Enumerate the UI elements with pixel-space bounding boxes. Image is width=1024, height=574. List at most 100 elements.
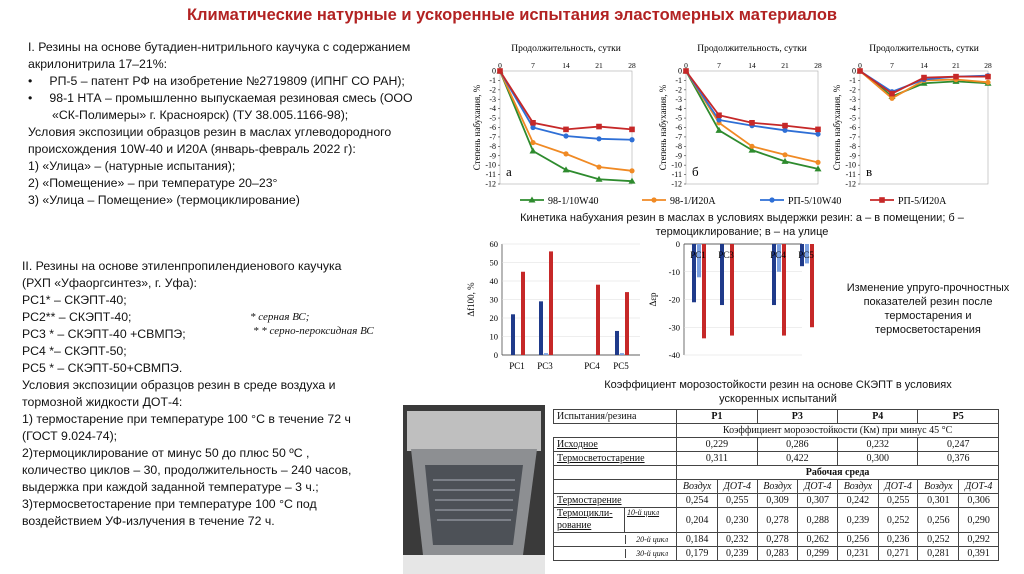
cell: 0,376 (917, 451, 999, 466)
legend-marker (651, 197, 657, 203)
table-caption-1: Коэффициент морозостойкости резин на осн… (604, 379, 952, 391)
legend-label: РП-5/И20А (898, 196, 947, 207)
bullet-dot: • (28, 91, 50, 105)
bars-caption-2: показателей резин после (863, 296, 993, 308)
legend-label: 98-1/И20А (670, 196, 716, 207)
data-point (815, 126, 821, 133)
table-corner: Испытания/резина (552, 409, 678, 424)
env-cell: ДОТ-4 (958, 479, 999, 494)
cell: 0,239 (716, 546, 758, 561)
y-tick-label: -20 (669, 295, 680, 305)
legend-label: 98-1/10W40 (548, 196, 599, 207)
bar (697, 244, 701, 278)
y-axis-label: Степень набухания, % (472, 84, 482, 170)
rubber-pc1: РС1* – СКЭПТ-40; (22, 293, 127, 307)
cell: 0,229 (676, 437, 758, 452)
bar (772, 244, 776, 306)
y-tick-label: -10 (671, 161, 682, 170)
data-point (782, 122, 788, 129)
cell: 0,179 (676, 546, 718, 561)
legend-label: РП-5/10W40 (788, 196, 841, 207)
y-tick-label: 0 (492, 67, 496, 76)
thermocycling-3: выдержка при каждой заданной температуре… (22, 480, 319, 494)
cell: 0,299 (797, 546, 839, 561)
cell: 0,256 (917, 507, 960, 533)
section1-heading-2: акрилонитрила 17–21%: (28, 57, 168, 71)
section1-heading-1: I. Резины на основе бутадиен-нитрильного… (28, 40, 411, 54)
table-row: Исходное 0,229 0,286 0,232 0,247 (552, 437, 999, 452)
data-point (530, 124, 536, 131)
y-tick-label: -10 (485, 161, 496, 170)
data-point (563, 133, 569, 139)
y-tick-label: -9 (849, 151, 856, 160)
bar (777, 244, 781, 272)
x-tick-label: 28 (628, 61, 636, 70)
cell: 0,252 (877, 507, 919, 533)
cell: 0,391 (958, 546, 999, 561)
bar-chart-2: 0 -10 -20 -30 -40 Δεр PC1 PC3 PC4 PC5 (648, 239, 814, 360)
page-title: Климатические натурные и ускоренные испы… (186, 6, 838, 24)
y-tick-label: 10 (490, 332, 499, 342)
data-point (563, 126, 569, 133)
cell: 0,247 (917, 437, 999, 452)
panel-letter: а (506, 164, 512, 179)
section2-heading-1: II. Резины на основе этиленпропилендиено… (22, 259, 342, 273)
cell: 0,288 (797, 507, 839, 533)
env-cell: ДОТ-4 (716, 479, 758, 494)
cell: 0,255 (716, 493, 758, 508)
y-tick-label: -7 (849, 132, 856, 141)
table-row: Термоцикли-рование 10-й цикл 0,204 0,230 … (552, 507, 999, 533)
y-tick-label: 40 (490, 276, 499, 286)
data-point (782, 127, 788, 133)
data-point (815, 131, 821, 137)
row-tc-label: Термоцикли-рование 10-й цикл (552, 507, 678, 533)
axis-top-title: Продолжительность, сутки (697, 44, 807, 54)
bullet-981: • 98-1 НТА – промышленно выпускаемая рез… (28, 90, 413, 107)
section2-cond-1: Условия экспозиции образцов резин в сред… (22, 378, 336, 392)
y-axis-label: Степень набухания, % (832, 84, 842, 170)
panel-letter: в (866, 164, 872, 179)
y-tick-label: -6 (489, 123, 496, 132)
condition-room: 2) «Помещение» – при температуре 20–23° (28, 176, 278, 190)
cell: 0,239 (837, 507, 879, 533)
cell: 0,281 (917, 546, 960, 561)
cell: 0,290 (958, 507, 999, 533)
data-point (563, 151, 569, 157)
data-point (497, 68, 503, 74)
y-tick-label: -2 (489, 85, 496, 94)
bar (720, 244, 724, 306)
y-tick-label: -3 (489, 95, 496, 104)
col-p1: Р1 (676, 409, 758, 424)
cell: 0,255 (877, 493, 919, 508)
condition-street: 1) «Улица» – (натурные испытания); (28, 159, 236, 173)
cycle-cell: 20-й цикл (552, 532, 678, 547)
cell: 0,292 (958, 532, 999, 547)
bullet-981-cont: «СК-Полимеры» г. Красноярск) (ТУ 38.005.… (52, 108, 349, 122)
bar (549, 251, 553, 355)
cell: 0,278 (756, 532, 799, 547)
cell: 0,232 (837, 437, 919, 452)
y-tick-label: -10 (669, 267, 680, 277)
x-tick-label: 21 (952, 61, 960, 70)
y-tick-label: -7 (489, 132, 496, 141)
y-tick-label: -40 (669, 350, 680, 360)
x-tick-label: PC4 (584, 361, 600, 371)
conditions-line-1: Условия экспозиции образцов резин в масл… (28, 125, 392, 139)
bar (800, 244, 804, 267)
table-row: Воздух ДОТ-4 Воздух ДОТ-4 Воздух ДОТ-4 В… (552, 479, 999, 494)
y-tick-label: 30 (490, 295, 499, 305)
x-tick-label: PC5 (613, 361, 629, 371)
y-tick-label: -6 (675, 123, 682, 132)
bar (810, 244, 814, 328)
note-sulfur-peroxide: * * серно-пероксидная ВС (253, 325, 374, 337)
data-point (596, 164, 602, 170)
x-tick-label: 21 (595, 61, 603, 70)
y-tick-label: -5 (849, 114, 856, 123)
y-tick-label: -3 (849, 95, 856, 104)
cell: 0,301 (917, 493, 960, 508)
y-tick-label: -7 (675, 132, 682, 141)
y-tick-label: -11 (672, 170, 682, 179)
panel-letter-bg (504, 162, 518, 178)
